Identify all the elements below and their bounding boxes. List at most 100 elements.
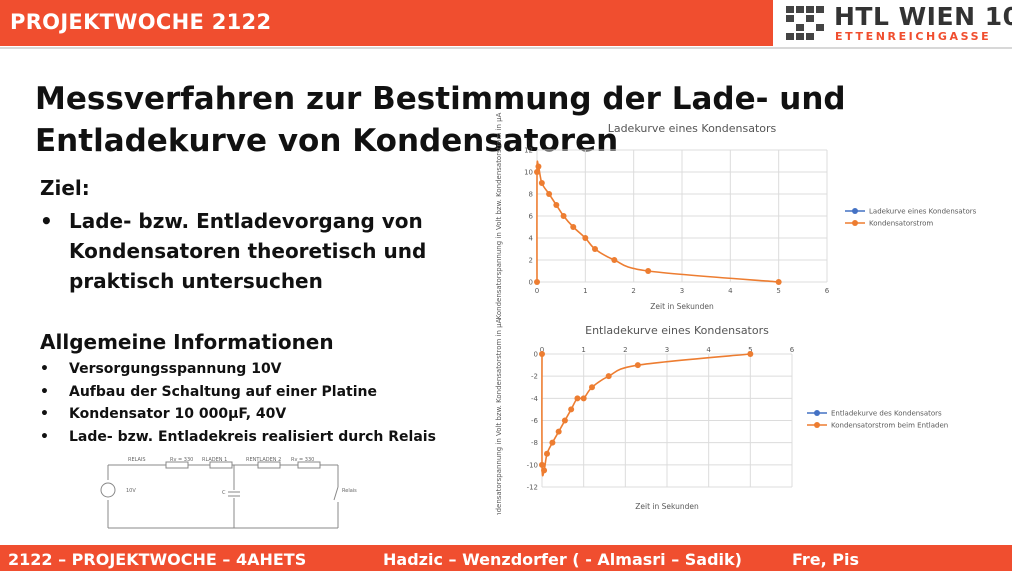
- series-line: [536, 160, 779, 283]
- presentation-title: PROJEKTWOCHE 2122: [10, 10, 272, 34]
- y-tick-label: 12: [524, 147, 533, 155]
- data-point: [534, 279, 540, 285]
- y-tick-label: -8: [531, 439, 538, 447]
- data-point: [549, 439, 556, 446]
- data-point: [568, 406, 575, 413]
- y-tick-label: 10: [524, 169, 533, 177]
- data-point: [539, 351, 545, 357]
- data-point: [541, 467, 548, 474]
- footer-right: Fre, Pis: [792, 550, 860, 569]
- x-tick-label: 5: [748, 346, 752, 354]
- legend-marker: [814, 410, 820, 416]
- x-tick-label: 0: [540, 346, 544, 354]
- y-tick-label: -10: [527, 461, 538, 469]
- rladen-label: RLADEN 1: [202, 457, 227, 463]
- data-point: [580, 395, 587, 402]
- legend-entry: Kondensatorstrom: [869, 220, 933, 228]
- x-tick-label: 4: [706, 346, 711, 354]
- legend-entry: Ladekurve eines Kondensators: [869, 208, 977, 216]
- rv2-label: Rv = 330: [291, 457, 314, 463]
- x-tick-label: 3: [680, 287, 684, 295]
- y-tick-label: 8: [529, 191, 533, 199]
- x-tick-label: 4: [728, 287, 733, 295]
- y-tick-label: 2: [529, 257, 533, 265]
- legend-entry: Entladekurve des Kondensators: [831, 410, 942, 418]
- data-point: [582, 235, 589, 241]
- data-point: [634, 362, 641, 369]
- x-tick-label: 6: [825, 287, 830, 295]
- y-axis-label: Kondensatorspannung in Volt bzw. Kondens…: [495, 318, 503, 515]
- data-point: [555, 428, 562, 435]
- data-point: [605, 373, 612, 380]
- rv1-label: Rv = 330: [170, 457, 193, 463]
- footer-left: 2122 – PROJEKTWOCHE – 4AHETS: [8, 550, 307, 569]
- circuit-diagram: RELAIS Rv = 330 RLADEN 1 RENTLADEN 2 Rv …: [100, 457, 357, 529]
- chart-title: Ladekurve eines Kondensators: [608, 122, 777, 135]
- info-list: Versorgungsspannung 10V Aufbau der Schal…: [40, 358, 480, 448]
- data-point: [589, 384, 595, 391]
- slide-headline: Messverfahren zur Bestimmung der Lade- u…: [35, 81, 846, 159]
- data-point: [611, 257, 618, 263]
- y-tick-label: -12: [527, 484, 538, 492]
- data-point: [539, 461, 545, 468]
- goal-heading: Ziel:: [40, 176, 90, 200]
- x-tick-label: 2: [631, 287, 635, 295]
- logo-grid-icon: [786, 6, 826, 42]
- footer-bar: [0, 545, 1012, 571]
- x-tick-label: 0: [535, 287, 539, 295]
- data-point: [546, 191, 553, 197]
- data-point: [645, 268, 652, 274]
- x-tick-label: 3: [665, 346, 669, 354]
- info-item: Kondensator 10 000µF, 40V: [40, 403, 480, 426]
- relais-label: RELAIS: [128, 457, 146, 463]
- data-point: [553, 202, 560, 208]
- data-point: [592, 246, 598, 252]
- x-tick-label: 2: [623, 346, 627, 354]
- charts-panel: Ladekurve eines Kondensators 0 1 2 3 4 5 6 0 2 4 6 8…: [495, 112, 1010, 515]
- info-item: Lade- bzw. Entladekreis realisiert durch…: [40, 426, 480, 449]
- y-tick-label: 6: [529, 213, 534, 221]
- data-point: [560, 213, 567, 219]
- y-tick-label: 4: [529, 235, 534, 243]
- x-tick-label: 1: [581, 346, 585, 354]
- x-tick-label: 6: [790, 346, 795, 354]
- legend-entry: Kondensatorstrom beim Entladen: [831, 422, 948, 430]
- chart-title: Entladekurve eines Kondensators: [585, 324, 769, 337]
- data-point: [535, 163, 542, 170]
- school-logo: HTL WIEN 10 ETTENREICHGASSE: [786, 2, 1012, 44]
- x-tick-label: 1: [583, 287, 587, 295]
- data-point: [747, 351, 754, 357]
- data-point: [534, 169, 540, 175]
- goal-list: Lade- bzw. Entladevorgang von Kondensato…: [40, 206, 460, 296]
- relais-switch-label: Relais: [342, 488, 357, 494]
- logo-name: HTL WIEN 10: [834, 2, 1012, 31]
- info-heading: Allgemeine Informationen: [40, 330, 334, 354]
- x-axis-label: Zeit in Sekunden: [650, 302, 714, 311]
- x-tick-label: 5: [776, 287, 780, 295]
- footer-center: Hadzic – Wenzdorfer ( - Almasri – Sadik): [383, 550, 742, 569]
- x-axis-label: Zeit in Sekunden: [635, 502, 699, 511]
- info-item: Versorgungsspannung 10V: [40, 358, 480, 381]
- legend-marker: [852, 208, 858, 214]
- rentladen-label: RENTLADEN 2: [246, 457, 281, 463]
- data-point: [561, 417, 568, 424]
- legend-marker: [852, 220, 858, 226]
- y-tick-label: -6: [531, 417, 539, 425]
- capacitor-label: C: [222, 490, 226, 496]
- y-tick-label: -2: [531, 373, 538, 381]
- data-point: [570, 224, 577, 230]
- legend-marker: [814, 422, 820, 428]
- data-point: [544, 450, 550, 457]
- data-point: [775, 279, 782, 285]
- data-point: [574, 395, 581, 402]
- y-tick-label: -4: [531, 395, 539, 403]
- info-item: Aufbau der Schaltung auf einer Platine: [40, 381, 480, 404]
- y-tick-label: 0: [534, 351, 538, 359]
- series-line: [541, 353, 751, 477]
- logo-subtitle: ETTENREICHGASSE: [835, 30, 992, 43]
- y-axis-label: Kondensatorspannung in Volt bzw. Kondens…: [495, 112, 503, 319]
- voltage-label: 10V: [126, 488, 136, 494]
- header-divider: [0, 47, 1012, 49]
- y-tick-label: 0: [529, 279, 533, 287]
- data-point: [538, 180, 545, 186]
